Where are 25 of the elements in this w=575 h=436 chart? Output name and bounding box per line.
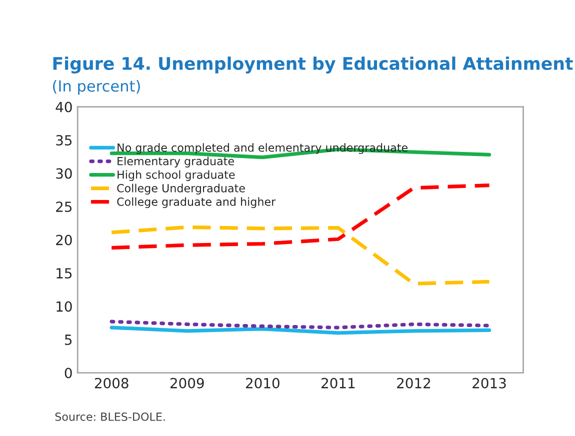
legend-label: High school graduate [118,170,235,181]
y-tick-label: 20 [56,234,72,246]
y-tick-label: 30 [56,168,72,179]
y-tick-label: 35 [56,135,72,146]
legend-label: Elementary graduate [118,156,234,168]
source-note: Source: BLES-DOLE. [55,412,165,421]
line-series [110,225,492,286]
y-tick-label: 15 [56,268,72,279]
x-tick-label: 2012 [397,378,430,388]
chart-title: Figure 14. Unemployment by Educational Attainment [53,56,573,74]
x-tick-label: 2013 [472,378,506,388]
chart-subtitle: (In percent) [53,80,140,95]
y-tick-label: 10 [56,301,72,312]
y-tick-label: 5 [65,334,72,346]
x-tick-label: 2008 [94,378,128,388]
legend-label: No grade completed and elementary undergraduate [118,143,408,154]
y-tick-label: 25 [56,202,72,212]
y-tick-label: 0 [64,368,72,378]
line-series [110,183,492,250]
y-tick-label: 40 [56,102,72,112]
legend-label: College Undergraduate [117,184,245,195]
legend-label: College graduate and higher [117,197,276,208]
x-tick-label: 2010 [246,378,280,388]
x-tick-label: 2009 [170,378,204,388]
x-tick-label: 2011 [322,378,355,388]
